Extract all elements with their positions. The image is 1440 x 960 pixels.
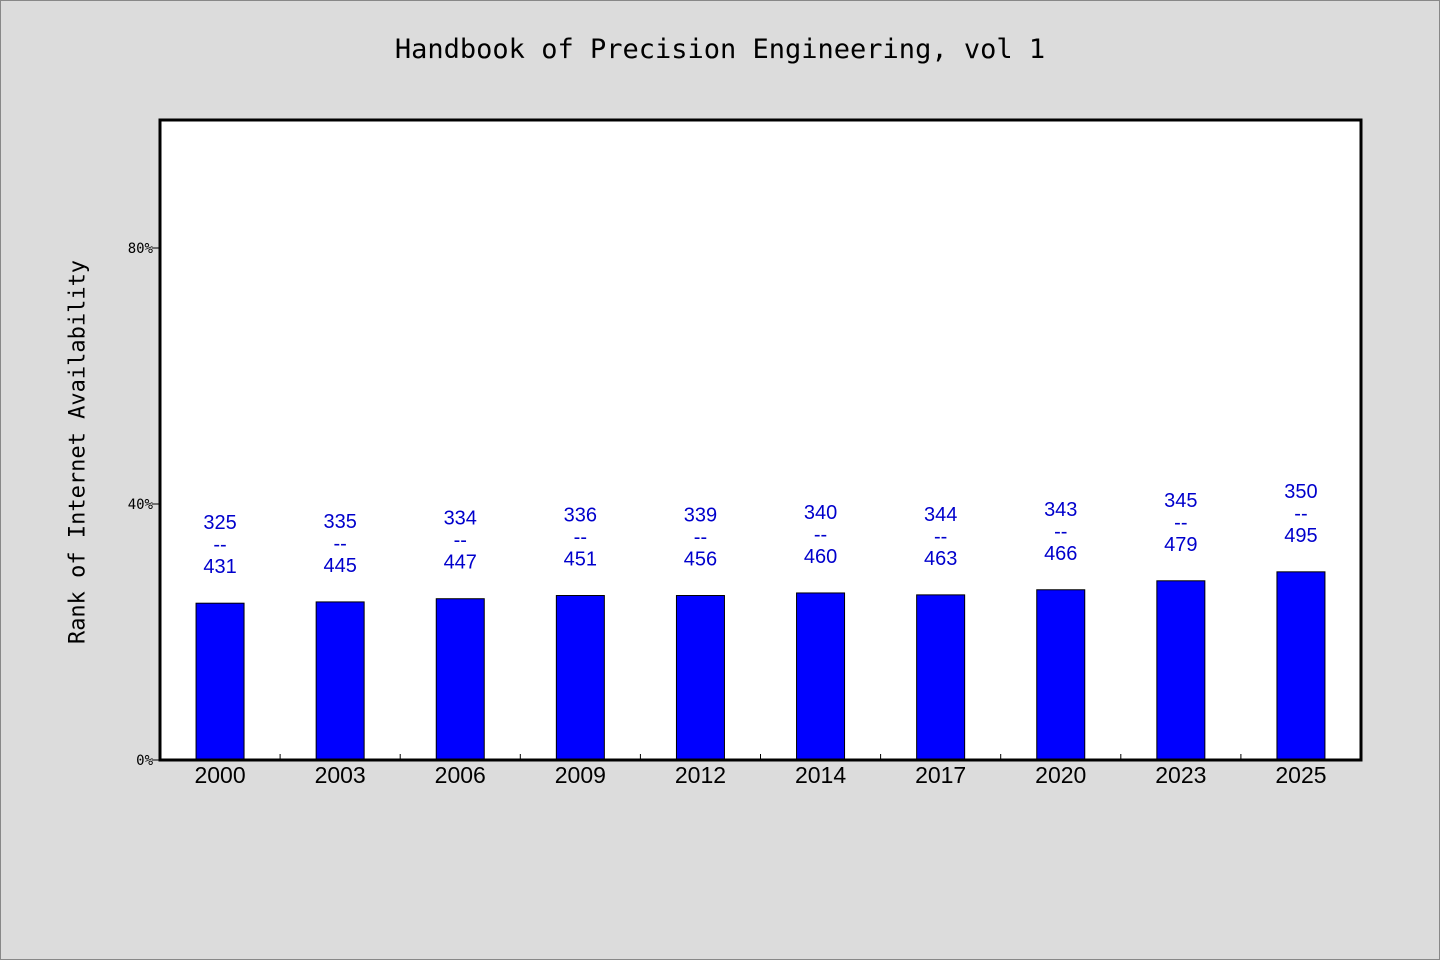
- bar: [1036, 589, 1086, 761]
- x-tick-label: 2006: [435, 762, 486, 788]
- bar: [916, 594, 966, 761]
- data-label-bottom: 495: [1284, 525, 1317, 547]
- ticks-layer: 0% 40% 80% 2000 2003 2006 2009 2012 2014 2017 2020…: [128, 241, 1327, 788]
- bar: [435, 598, 485, 761]
- chart-title: Handbook of Precision Engineering, vol 1: [394, 34, 1046, 65]
- bars-layer: [195, 571, 1326, 761]
- data-label-separator: --: [934, 526, 947, 548]
- bar: [675, 595, 725, 761]
- data-label-top: 343: [1044, 499, 1077, 521]
- data-label-separator: --: [454, 530, 467, 552]
- x-tick-label: 2009: [555, 762, 606, 788]
- data-label-separator: --: [213, 534, 226, 556]
- data-label-separator: --: [1294, 503, 1307, 525]
- data-label-separator: --: [574, 527, 587, 549]
- data-label-top: 325: [203, 512, 236, 534]
- data-label-top: 345: [1164, 490, 1197, 512]
- data-label-top: 350: [1284, 481, 1317, 503]
- x-tick-label: 2014: [795, 762, 846, 788]
- data-label-separator: --: [694, 527, 707, 549]
- data-label-bottom: 447: [444, 552, 477, 574]
- bar: [315, 601, 365, 761]
- data-label-separator: --: [1174, 512, 1187, 534]
- plot-border: [158, 118, 1363, 762]
- data-label-top: 339: [684, 505, 717, 527]
- x-tick-label: 2025: [1275, 762, 1326, 788]
- bar: [1156, 580, 1206, 761]
- x-tick-label: 2000: [194, 762, 245, 788]
- data-label-bottom: 451: [564, 549, 597, 571]
- x-tick-label: 2020: [1035, 762, 1086, 788]
- y-tick-label: 40%: [128, 497, 154, 513]
- data-label-separator: --: [814, 524, 827, 546]
- y-tick-label: 0%: [136, 753, 153, 769]
- data-label-bottom: 456: [684, 549, 717, 571]
- data-label-bottom: 460: [804, 546, 837, 568]
- data-label-separator: --: [333, 533, 346, 555]
- data-label-bottom: 479: [1164, 534, 1197, 556]
- data-label-bottom: 463: [924, 548, 957, 570]
- bar: [195, 602, 245, 761]
- data-label-separator: --: [1054, 521, 1067, 543]
- data-label-top: 340: [804, 502, 837, 524]
- bar: [555, 595, 605, 761]
- data-label-top: 335: [323, 511, 356, 533]
- x-tick-label: 2003: [315, 762, 366, 788]
- labels-layer: 431--325445--335447--334451--336456--339…: [203, 481, 1317, 578]
- x-tick-label: 2023: [1155, 762, 1206, 788]
- data-label-top: 334: [444, 508, 477, 530]
- data-label-top: 344: [924, 504, 957, 526]
- data-label-bottom: 431: [203, 556, 236, 578]
- data-label-bottom: 466: [1044, 543, 1077, 565]
- x-tick-label: 2012: [675, 762, 726, 788]
- data-label-top: 336: [564, 505, 597, 527]
- bar: [1276, 571, 1326, 761]
- bar: [796, 592, 846, 761]
- x-tick-label: 2017: [915, 762, 966, 788]
- y-tick-label: 80%: [128, 241, 154, 257]
- data-label-bottom: 445: [323, 555, 356, 577]
